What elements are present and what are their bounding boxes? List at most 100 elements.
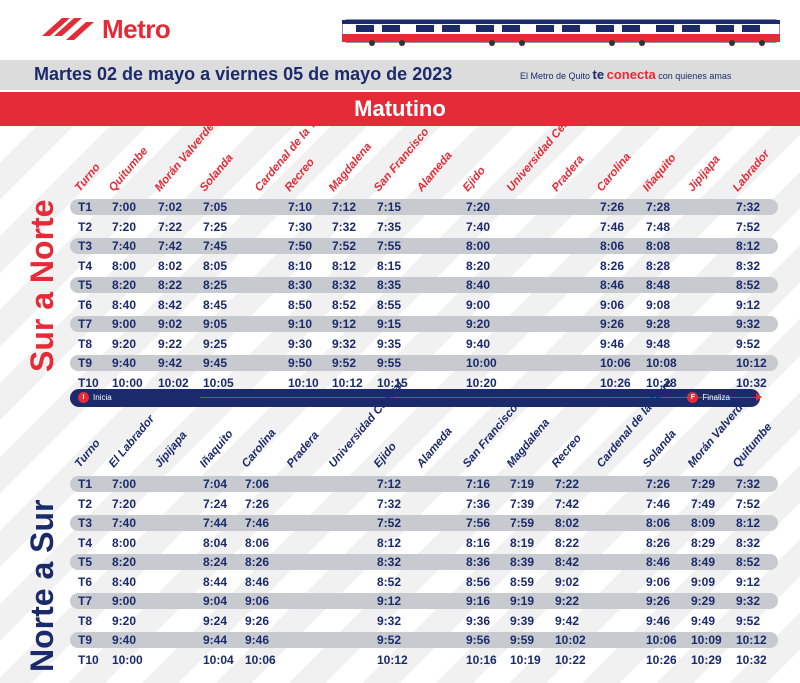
time-cell: 7:39 <box>510 496 535 511</box>
time-cell: 7:32 <box>736 477 761 491</box>
column-header-station: Alameda <box>414 425 455 470</box>
time-cell: 8:52 <box>332 297 357 312</box>
time-cell: 9:28 <box>646 317 671 331</box>
time-cell: 10:20 <box>466 375 497 390</box>
time-cell: 7:22 <box>158 219 183 234</box>
time-cell: 10:00 <box>112 652 143 667</box>
slogan-pre: El Metro de Quito <box>520 71 591 81</box>
time-cell: 8:50 <box>288 297 313 312</box>
time-cell: 7:46 <box>245 516 270 530</box>
time-cell: 8:00 <box>466 239 491 253</box>
time-cell: 9:32 <box>377 613 402 628</box>
turno-cell: T8 <box>78 336 93 351</box>
time-cell: 9:09 <box>691 574 716 589</box>
logo-text: Metro <box>102 13 171 44</box>
table-row: T6 8:40 8:42 8:45 8:50 8:52 8:55 9:00 9:06 9:08 9:… <box>70 297 778 313</box>
time-cell: 9:06 <box>600 297 625 312</box>
table-row: T2 7:20 7:22 7:25 7:30 7:32 7:35 7:40 7:46 7:48 7:… <box>70 219 778 235</box>
time-cell: 7:12 <box>332 200 357 214</box>
time-cell: 7:15 <box>377 200 402 214</box>
time-cell: 7:19 <box>510 477 535 491</box>
time-cell: 9:24 <box>203 613 228 628</box>
column-header-station: Magdalena <box>504 416 553 470</box>
end-label: Finaliza <box>702 393 730 402</box>
time-cell: 8:05 <box>203 258 228 273</box>
time-cell: 8:49 <box>691 555 716 569</box>
norte-a-sur-header: Turno El Labrador Jipijapa Iñaquito Carolina… <box>0 377 800 470</box>
time-cell: 9:22 <box>158 336 183 351</box>
time-cell: 8:55 <box>377 297 402 312</box>
column-header-station: Ejido <box>460 164 489 194</box>
table-row: T7 9:00 9:04 9:06 9:12 9:16 9:19 9:22 9:26 9:29 9:… <box>70 593 778 609</box>
table-row: T8 9:20 9:22 9:25 9:30 9:32 9:35 9:40 9:46 9:48 9:… <box>70 336 778 352</box>
time-cell: 8:30 <box>288 278 313 292</box>
column-header-station: Quitumbe <box>730 421 775 470</box>
time-cell: 7:12 <box>377 477 402 491</box>
time-cell: 9:29 <box>691 594 716 608</box>
time-cell: 7:40 <box>112 516 137 530</box>
time-cell: 9:42 <box>555 613 580 628</box>
time-cell: 8:29 <box>691 535 716 550</box>
time-cell: 10:26 <box>600 375 631 390</box>
time-cell: 8:20 <box>466 258 491 273</box>
time-cell: 8:06 <box>245 535 270 550</box>
table-row: T1 7:00 7:04 7:06 7:12 7:16 7:19 7:22 7:26 7:29 7:… <box>70 476 778 492</box>
time-cell: 9:49 <box>691 613 716 628</box>
time-cell: 8:00 <box>112 535 137 550</box>
table-row: T9 9:40 9:44 9:46 9:52 9:56 9:59 10:02 10:06 10:0… <box>70 632 778 648</box>
column-header-station: Labrador <box>730 148 773 194</box>
time-cell: 10:32 <box>736 652 767 667</box>
time-cell: 8:48 <box>646 278 671 292</box>
time-cell: 9:12 <box>332 317 357 331</box>
sur-a-norte-header: Turno Quitumbe Morán Valverde Solanda Carden… <box>0 101 800 194</box>
time-cell: 7:04 <box>203 477 228 491</box>
time-cell: 8:39 <box>510 555 535 569</box>
time-cell: 10:26 <box>646 652 677 667</box>
time-cell: 10:12 <box>332 375 363 390</box>
time-cell: 8:40 <box>466 278 491 292</box>
time-cell: 8:56 <box>466 574 491 589</box>
time-cell: 8:26 <box>245 555 270 569</box>
time-cell: 10:16 <box>466 652 497 667</box>
time-cell: 7:42 <box>555 496 580 511</box>
time-cell: 10:02 <box>158 375 189 390</box>
time-cell: 10:06 <box>646 633 677 647</box>
time-cell: 7:32 <box>736 200 761 214</box>
time-cell: 9:35 <box>377 336 402 351</box>
column-header-station: Recreo <box>282 156 318 194</box>
time-cell: 9:00 <box>466 297 491 312</box>
time-cell: 10:22 <box>555 652 586 667</box>
time-cell: 7:49 <box>691 496 716 511</box>
time-cell: 8:12 <box>377 535 402 550</box>
turno-cell: T7 <box>78 317 93 331</box>
time-cell: 9:20 <box>112 613 137 628</box>
table-row: T9 9:40 9:42 9:45 9:50 9:52 9:55 10:00 10:06 10:0… <box>70 355 778 371</box>
time-cell: 9:12 <box>736 574 761 589</box>
time-cell: 9:16 <box>466 594 491 608</box>
time-cell: 10:10 <box>288 375 319 390</box>
time-cell: 8:32 <box>736 258 761 273</box>
time-cell: 9:02 <box>158 317 183 331</box>
time-cell: 8:32 <box>332 278 357 292</box>
time-cell: 8:20 <box>112 278 137 292</box>
section-title-norte-a-sur: Norte a Sur <box>24 499 60 672</box>
direction-line <box>200 397 760 398</box>
column-header-station: Pradera <box>549 153 587 194</box>
time-cell: 8:16 <box>466 535 491 550</box>
direction-start: I Inicia <box>78 392 112 403</box>
time-cell: 7:48 <box>646 219 671 234</box>
time-cell: 7:46 <box>600 219 625 234</box>
time-cell: 8:20 <box>112 555 137 569</box>
time-cell: 9:20 <box>466 317 491 331</box>
time-cell: 9:05 <box>203 317 228 331</box>
time-cell: 8:15 <box>377 258 402 273</box>
table-row: T8 9:20 9:24 9:26 9:32 9:36 9:39 9:42 9:46 9:49 9:… <box>70 613 778 629</box>
time-cell: 8:12 <box>736 516 761 530</box>
turno-cell: T6 <box>78 297 93 312</box>
time-cell: 8:10 <box>288 258 313 273</box>
time-cell: 10:12 <box>377 652 408 667</box>
time-cell: 7:22 <box>555 477 580 491</box>
time-cell: 8:52 <box>736 555 761 569</box>
time-cell: 7:30 <box>288 219 313 234</box>
